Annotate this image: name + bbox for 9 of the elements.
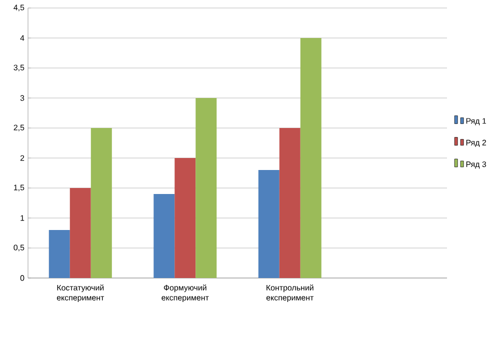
bar (48, 230, 70, 278)
bar (154, 194, 175, 278)
bar (279, 128, 300, 278)
bar (90, 128, 112, 278)
bar (196, 98, 217, 278)
bar (300, 38, 322, 278)
bar (174, 158, 196, 278)
bar (70, 188, 91, 278)
bar (258, 170, 280, 278)
